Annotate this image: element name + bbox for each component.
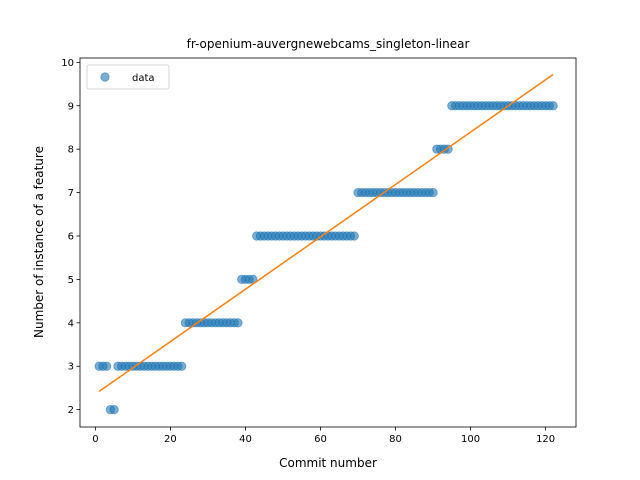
legend: data [86, 64, 170, 90]
y-axis: 2 3 4 5 6 7 8 9 10 [61, 58, 80, 416]
plot-area [79, 57, 577, 428]
plot-frame [79, 57, 577, 428]
y-tick-label: 5 [68, 275, 74, 286]
x-tick-label: 20 [164, 434, 177, 445]
data-point [102, 361, 112, 371]
x-tick-label: 0 [92, 434, 98, 445]
chart-title: fr-openium-auvergnewebcams_singleton-lin… [187, 37, 470, 51]
x-tick-label: 100 [461, 434, 480, 445]
data-point [109, 405, 119, 415]
y-tick-label: 3 [68, 362, 74, 373]
x-axis: 0 20 40 60 80 100 120 [92, 427, 555, 445]
fit-line [98, 73, 554, 393]
y-tick-label: 4 [68, 318, 74, 329]
y-tick-label: 2 [68, 405, 74, 416]
y-tick-label: 7 [68, 188, 74, 199]
legend-box [86, 64, 170, 90]
data-point [177, 361, 187, 371]
y-tick-label: 10 [61, 58, 74, 69]
data-point [548, 101, 558, 111]
legend-marker [100, 72, 110, 82]
x-tick-label: 80 [389, 434, 402, 445]
y-tick-label: 8 [68, 145, 74, 156]
y-tick-label: 9 [68, 101, 74, 112]
data-point [428, 187, 438, 198]
y-tick-label: 6 [68, 231, 74, 242]
x-axis-label: Commit number [279, 456, 377, 470]
x-tick-label: 40 [239, 434, 252, 445]
data-point [349, 231, 359, 241]
data-point [233, 318, 243, 328]
y-axis-label: Number of instance of a feature [32, 146, 46, 338]
x-tick-label: 120 [536, 434, 555, 445]
x-tick-label: 60 [314, 434, 327, 445]
legend-label: data [132, 73, 155, 84]
